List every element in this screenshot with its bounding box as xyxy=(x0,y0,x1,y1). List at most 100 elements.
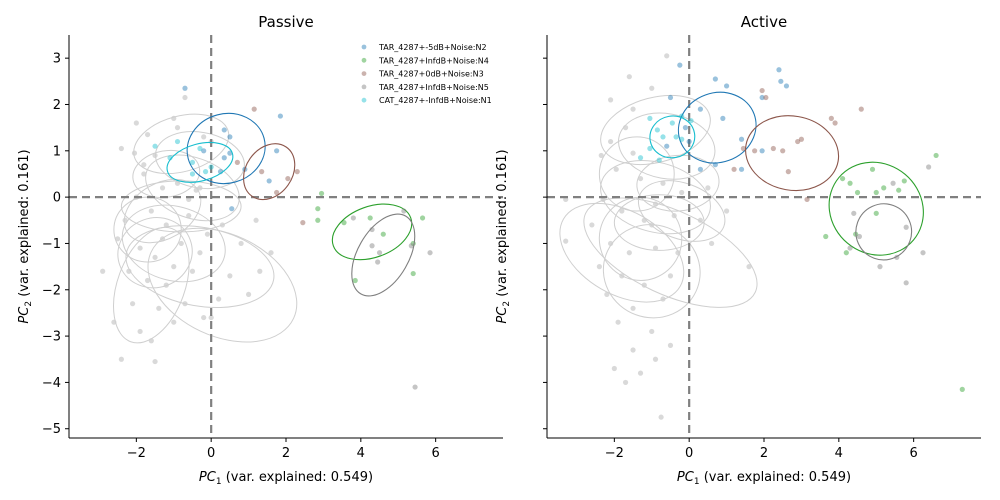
background-ellipse xyxy=(613,194,705,251)
data-point-cat-4287-infdb-noise-n1 xyxy=(174,138,181,145)
x-tick-label: 6 xyxy=(432,446,440,461)
data-point-tar-4287-infdb-noise-n5 xyxy=(376,250,383,256)
background-point xyxy=(622,379,629,386)
background-point xyxy=(630,150,636,156)
data-point-tar-4287-5db-noise-n2 xyxy=(277,113,283,119)
ellipse-cat-4287-infdb-noise-n1 xyxy=(166,141,234,183)
ellipse-tar-4287-infdb-noise-n4 xyxy=(828,161,924,256)
background-point xyxy=(201,314,207,321)
background-point xyxy=(137,245,143,251)
data-point-tar-4287-infdb-noise-n4 xyxy=(901,178,907,184)
data-point-tar-4287-5db-noise-n2 xyxy=(738,136,745,142)
data-point-tar-4287-infdb-noise-n5 xyxy=(920,250,926,256)
data-point-tar-4287-0db-noise-n3 xyxy=(804,196,810,203)
background-ellipse xyxy=(133,113,230,175)
background-point xyxy=(660,180,666,186)
data-point-tar-4287-infdb-noise-n4 xyxy=(873,189,879,196)
data-point-tar-4287-5db-noise-n2 xyxy=(723,83,730,89)
data-point-tar-4287-0db-noise-n3 xyxy=(785,169,791,175)
data-point-tar-4287-infdb-noise-n5 xyxy=(890,180,896,186)
background-point xyxy=(238,240,244,247)
background-point xyxy=(649,328,655,335)
data-point-cat-4287-infdb-noise-n1 xyxy=(152,143,158,149)
data-point-tar-4287-infdb-noise-n5 xyxy=(877,264,883,270)
data-point-tar-4287-5db-noise-n2 xyxy=(201,148,207,154)
background-point xyxy=(746,264,752,270)
data-point-tar-4287-0db-noise-n3 xyxy=(259,169,265,175)
ellipse-tar-4287-0db-noise-n3 xyxy=(243,143,296,201)
ellipse-tar-4287-5db-noise-n2 xyxy=(677,91,757,164)
data-point-tar-4287-0db-noise-n3 xyxy=(274,189,280,196)
background-point xyxy=(723,208,730,214)
data-point-tar-4287-infdb-noise-n5 xyxy=(408,243,414,249)
background-ellipse xyxy=(602,224,701,319)
background-point xyxy=(630,305,636,311)
y-axis-label-var: PC xyxy=(17,306,32,324)
ellipse-tar-4287-infdb-noise-n5 xyxy=(855,203,913,261)
data-point-cat-4287-infdb-noise-n1 xyxy=(189,159,196,165)
data-point-tar-4287-0db-noise-n3 xyxy=(828,115,834,121)
data-point-tar-4287-infdb-noise-n5 xyxy=(926,164,932,170)
background-point xyxy=(133,120,139,126)
data-point-tar-4287-0db-noise-n3 xyxy=(780,148,786,154)
background-point xyxy=(563,238,569,244)
x-tick-label: 6 xyxy=(910,446,918,461)
data-point-tar-4287-infdb-noise-n4 xyxy=(315,206,321,212)
x-tick-label: 2 xyxy=(760,446,768,461)
background-point xyxy=(596,264,602,270)
y-tick-label: 3 xyxy=(53,52,61,67)
data-point-tar-4287-infdb-noise-n4 xyxy=(380,231,386,237)
data-point-cat-4287-infdb-noise-n1 xyxy=(197,145,203,152)
data-point-tar-4287-infdb-noise-n4 xyxy=(959,386,965,392)
data-point-tar-4287-infdb-noise-n4 xyxy=(896,187,902,193)
background-point xyxy=(664,53,670,59)
background-point xyxy=(626,74,632,80)
data-point-tar-4287-infdb-noise-n4 xyxy=(881,185,887,191)
background-ellipse xyxy=(125,225,275,309)
ellipse-tar-4287-5db-noise-n2 xyxy=(186,112,266,185)
background-point xyxy=(118,145,124,152)
data-point-tar-4287-infdb-noise-n4 xyxy=(854,189,861,196)
x-tick-label: −2 xyxy=(127,446,146,461)
data-point-tar-4287-0db-noise-n3 xyxy=(300,220,306,226)
background-ellipse xyxy=(145,154,240,222)
y-tick-label: −4 xyxy=(42,376,61,391)
background-point xyxy=(619,208,625,214)
data-point-tar-4287-0db-noise-n3 xyxy=(795,138,801,145)
background-point xyxy=(257,268,263,274)
background-ellipse xyxy=(583,197,758,308)
data-point-tar-4287-5db-noise-n2 xyxy=(664,143,670,149)
background-point xyxy=(152,254,158,260)
data-point-tar-4287-infdb-noise-n4 xyxy=(869,166,876,172)
background-point xyxy=(709,240,715,247)
background-ellipse xyxy=(113,196,182,263)
legend-marker xyxy=(361,71,367,76)
background-point xyxy=(152,358,158,365)
chart-title: Active xyxy=(741,13,787,31)
background-point xyxy=(268,250,274,256)
data-point-tar-4287-5db-noise-n2 xyxy=(667,94,674,101)
y-axis-label-var: PC xyxy=(495,306,510,324)
y-axis-label-sub: 2 xyxy=(24,301,34,307)
data-point-tar-4287-5db-noise-n2 xyxy=(221,155,227,161)
background-point xyxy=(608,240,614,247)
background-point xyxy=(174,180,181,186)
data-point-tar-4287-infdb-noise-n5 xyxy=(350,215,356,221)
data-point-tar-4287-5db-noise-n2 xyxy=(697,106,703,112)
data-point-cat-4287-infdb-noise-n1 xyxy=(654,127,660,133)
data-point-cat-4287-infdb-noise-n1 xyxy=(202,169,209,175)
background-point xyxy=(253,217,259,223)
background-point xyxy=(144,131,151,138)
data-point-cat-4287-infdb-noise-n1 xyxy=(688,118,694,124)
data-point-tar-4287-infdb-noise-n5 xyxy=(401,208,407,214)
data-point-tar-4287-infdb-noise-n4 xyxy=(419,215,426,221)
data-point-cat-4287-infdb-noise-n1 xyxy=(647,115,653,121)
background-point xyxy=(705,185,711,191)
data-point-tar-4287-infdb-noise-n5 xyxy=(375,259,381,265)
data-point-tar-4287-infdb-noise-n4 xyxy=(933,152,939,159)
data-point-tar-4287-infdb-noise-n5 xyxy=(427,250,433,256)
background-point xyxy=(667,273,674,279)
data-point-tar-4287-infdb-noise-n4 xyxy=(367,215,373,221)
data-point-tar-4287-infdb-noise-n4 xyxy=(823,233,829,240)
background-ellipse xyxy=(147,227,298,343)
